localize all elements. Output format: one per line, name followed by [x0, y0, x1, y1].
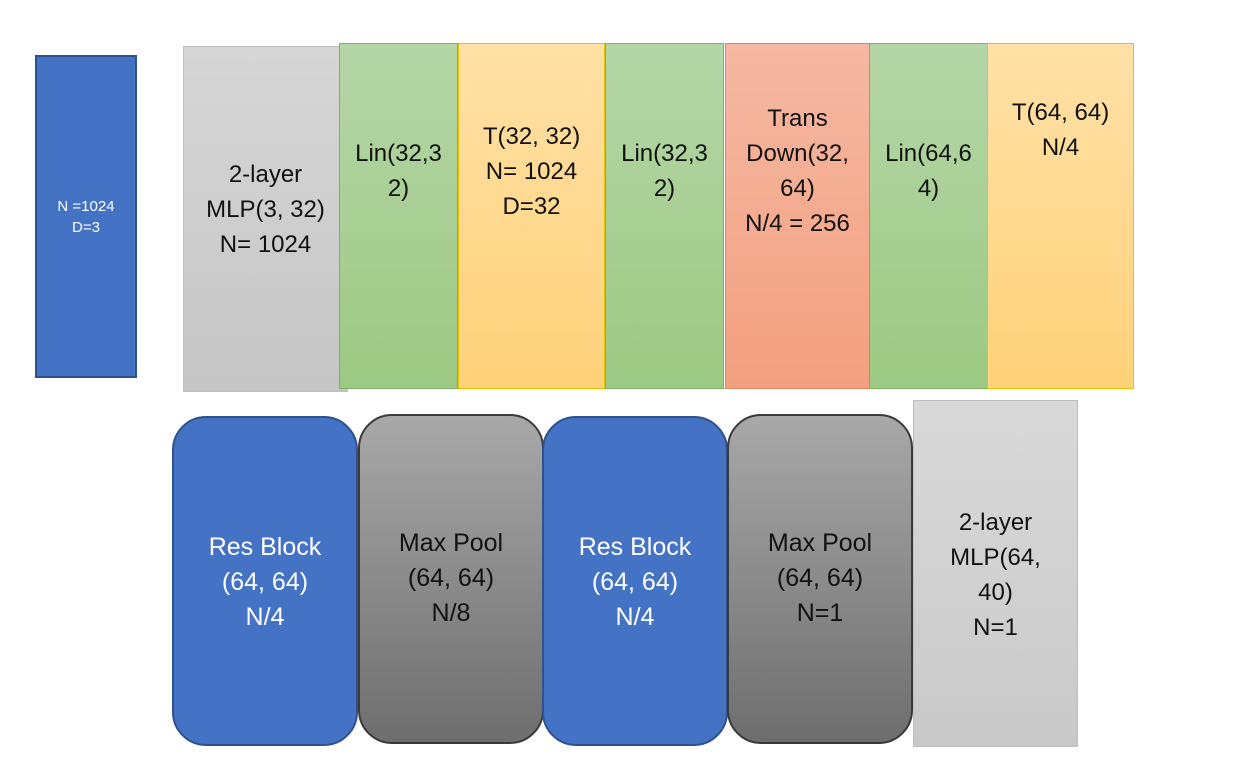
block-line: N/4	[1041, 133, 1080, 161]
linear-block-1: Lin(32,3 2)	[339, 43, 458, 389]
block-line: (64, 64)	[221, 568, 309, 596]
block-line: Max Pool	[767, 528, 873, 557]
input-line: N =1024	[57, 197, 115, 215]
block-line: 64)	[780, 175, 815, 202]
block-line: N=1	[796, 598, 844, 627]
transition-down-block: Trans Down(32, 64) N/4 = 256	[725, 43, 870, 389]
block-line: Res Block	[208, 533, 322, 561]
block-line: T(64, 64)	[1011, 98, 1110, 126]
block-line: Trans	[767, 105, 828, 132]
input-line: D=3	[72, 218, 100, 236]
block-line: D=32	[502, 192, 561, 220]
mlp-block-bottom: 2-layer MLP(64, 40) N=1	[913, 400, 1078, 747]
block-line: 40)	[978, 579, 1013, 606]
block-line: MLP(64,	[950, 544, 1041, 571]
block-line: N= 1024	[219, 230, 312, 258]
max-pool-block-1: Max Pool (64, 64) N/8	[358, 414, 544, 744]
linear-block-2: Lin(32,3 2)	[605, 43, 724, 389]
mlp-block-top: 2-layer MLP(3, 32) N= 1024	[183, 46, 348, 392]
block-line: N=1	[973, 614, 1018, 641]
block-line: (64, 64)	[776, 563, 864, 592]
block-line: Lin(32,3	[355, 140, 442, 167]
block-line: Down(32,	[746, 140, 849, 167]
block-line: Lin(64,6	[885, 140, 972, 167]
block-line: (64, 64)	[407, 563, 495, 592]
block-line: 2)	[387, 175, 410, 202]
input-block-label: N =1024 D=3	[57, 196, 114, 238]
input-block: N =1024 D=3	[35, 55, 137, 378]
linear-block-3: Lin(64,6 4)	[869, 43, 988, 389]
block-line: N/4	[615, 603, 655, 631]
block-line: N/4	[245, 603, 285, 631]
block-line: N/8	[431, 598, 471, 627]
block-line: 4)	[917, 175, 940, 202]
transformer-block-1: T(32, 32) N= 1024 D=32	[458, 43, 605, 389]
block-line: 2)	[653, 175, 676, 202]
max-pool-block-2: Max Pool (64, 64) N=1	[727, 414, 913, 744]
res-block-2: Res Block (64, 64) N/4	[542, 416, 728, 746]
block-line: T(32, 32)	[482, 122, 581, 150]
block-line: (64, 64)	[591, 568, 679, 596]
block-line: 2-layer	[958, 509, 1033, 536]
block-line: MLP(3, 32)	[206, 195, 325, 223]
res-block-1: Res Block (64, 64) N/4	[172, 416, 358, 746]
block-line: Res Block	[578, 533, 692, 561]
block-line: Lin(32,3	[621, 140, 708, 167]
block-line: N/4 = 256	[745, 210, 850, 237]
block-line: Max Pool	[398, 528, 504, 557]
transformer-block-2: T(64, 64) N/4	[987, 43, 1134, 389]
block-line: 2-layer	[228, 160, 303, 188]
block-line: N= 1024	[485, 157, 578, 185]
